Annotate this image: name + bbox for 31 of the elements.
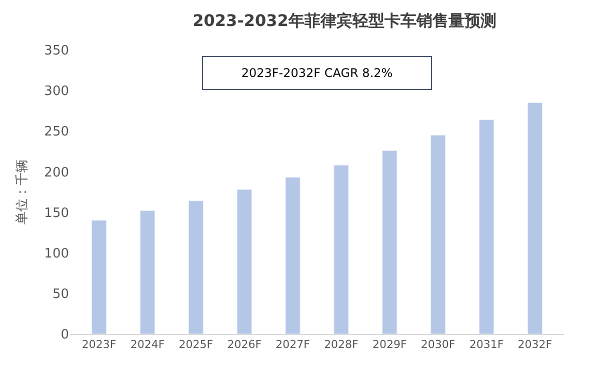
bar — [92, 220, 107, 334]
annotation: 2023F-2032F CAGR 8.2% — [241, 66, 393, 80]
x-tick-label: 2029F — [372, 338, 407, 352]
x-tick-label: 2024F — [130, 338, 165, 352]
y-axis-title: 单位：千辆 — [15, 160, 30, 224]
y-tick-label: 100 — [44, 246, 69, 262]
bar — [236, 189, 252, 334]
x-tick-label: 2025F — [178, 338, 214, 352]
bar — [430, 134, 446, 334]
y-tick-label: 300 — [44, 84, 69, 100]
x-tick-label: 2027F — [276, 338, 310, 352]
bar — [285, 177, 300, 334]
y-tick-label: 150 — [44, 206, 69, 221]
y-tick-label: 0 — [60, 328, 69, 343]
x-tick-label: 2028F — [324, 338, 358, 352]
bar — [479, 120, 494, 334]
y-tick-label: 50 — [52, 286, 69, 302]
bar — [140, 210, 155, 334]
x-tick-label: 2032F — [518, 338, 552, 352]
bar — [382, 150, 398, 334]
y-tick-label: 200 — [44, 165, 69, 180]
bar — [334, 164, 349, 334]
x-tick-label: 2031F — [469, 338, 504, 352]
x-tick-label: 2026F — [227, 338, 262, 352]
x-tick-label: 2030F — [420, 338, 456, 352]
bar — [527, 102, 542, 334]
y-tick-label: 250 — [44, 124, 69, 140]
bar — [188, 200, 204, 334]
y-tick-label: 350 — [44, 44, 69, 59]
x-tick-label: 2023F — [82, 338, 116, 352]
chart-title: 2023-2032年菲律宾轻型卡车销售量预测 — [192, 11, 496, 30]
